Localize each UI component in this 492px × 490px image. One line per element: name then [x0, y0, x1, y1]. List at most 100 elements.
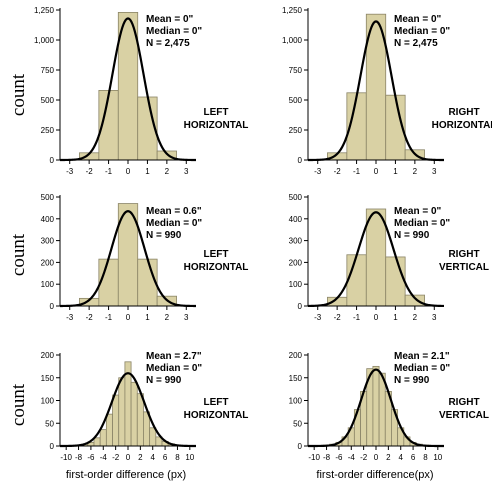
stats-line-3: N = 990: [146, 375, 182, 386]
y-tick-label: 150: [41, 374, 55, 383]
panel-label-line-2: HORIZONTAL: [184, 262, 249, 273]
y-tick-label: 750: [289, 66, 303, 75]
y-tick-label: 300: [41, 237, 55, 246]
x-tick-label: 1: [393, 313, 398, 322]
x-tick-label: -8: [75, 453, 83, 462]
bar-1: [385, 256, 406, 307]
x-tick-label: 8: [423, 453, 428, 462]
bar--4: [99, 429, 107, 447]
x-tick-label: -3: [66, 167, 74, 176]
y-tick-label: 1,000: [282, 36, 303, 45]
x-tick-label: 2: [165, 167, 170, 176]
x-tick-label: 3: [432, 167, 437, 176]
bar-0: [365, 208, 387, 307]
stats-line-1: Mean = 2.1": [394, 351, 450, 362]
x-tick-label: 2: [386, 453, 391, 462]
x-tick-label: 6: [163, 453, 168, 462]
y-tick-label: 1,250: [34, 6, 55, 15]
panel-2: 0 250 500 750 1,000 1,250 -3 -2 -1 0 1 2 3 Mean = 0"M…: [282, 6, 492, 176]
row-3-count-label: count: [8, 383, 29, 426]
y-tick-label: 250: [41, 126, 55, 135]
stats-line-2: Median = 0": [394, 26, 450, 37]
x-tick-label: -10: [60, 453, 72, 462]
y-tick-label: 500: [289, 96, 303, 105]
y-tick-label: 750: [41, 66, 55, 75]
x-tick-label: 10: [433, 453, 442, 462]
panel-4: 0 100 200 300 400 500 -3 -2 -1 0 1 2 3 Mean = 0"Media…: [289, 193, 489, 322]
x-tick-label: -2: [334, 167, 342, 176]
bar-1: [137, 258, 158, 307]
panel-label-line-1: LEFT: [204, 249, 229, 260]
y-tick-label: 1,000: [34, 36, 55, 45]
normal-fit-curve: [307, 211, 445, 308]
x-tick-label: -3: [314, 313, 322, 322]
x-tick-label: -1: [353, 313, 361, 322]
x-tick-label: 2: [413, 313, 418, 322]
bar--1: [98, 258, 119, 307]
x-tick-label: 1: [145, 313, 150, 322]
x-tick-label: -1: [105, 167, 113, 176]
panel-label-line-2: VERTICAL: [439, 410, 489, 421]
x-tick-label: 0: [126, 313, 131, 322]
panel-label-line-2: HORIZONTAL: [184, 120, 249, 131]
x-tick-label: -2: [112, 453, 120, 462]
x-tick-label: -3: [66, 313, 74, 322]
y-tick-label: 100: [41, 280, 55, 289]
x-tick-label: 4: [399, 453, 404, 462]
y-tick-label: 200: [41, 258, 55, 267]
y-tick-label: 100: [41, 397, 55, 406]
x-tick-label: 6: [411, 453, 416, 462]
bar--2: [112, 394, 120, 447]
y-tick-label: 1,250: [282, 6, 303, 15]
row-labels: count count count: [8, 73, 29, 426]
y-tick-label: 300: [289, 237, 303, 246]
stats-line-1: Mean = 0": [394, 206, 442, 217]
bar--5: [93, 437, 101, 447]
row-2-count-label: count: [8, 233, 29, 276]
y-tick-label: 0: [50, 302, 55, 311]
y-tick-label: 500: [289, 193, 303, 202]
panel-label-line-1: RIGHT: [448, 397, 479, 408]
x-tick-label: -8: [323, 453, 331, 462]
stats-line-2: Median = 0": [146, 26, 202, 37]
panel-3: 0 100 200 300 400 500 -3 -2 -1 0 1 2 3 Mean = 0.6"Med…: [41, 193, 249, 322]
x-tick-label: -4: [100, 453, 108, 462]
y-tick-label: 200: [289, 351, 303, 360]
bar--3: [105, 413, 113, 447]
y-tick-label: 0: [298, 442, 303, 451]
normal-fit-curve: [308, 20, 444, 162]
x-tick-label: -3: [314, 167, 322, 176]
x-tick-label: 0: [126, 167, 131, 176]
bar-2: [136, 393, 144, 447]
x-axis-label-right: first-order difference(px): [316, 469, 433, 481]
bar-0: [372, 365, 380, 447]
stats-line-3: N = 990: [146, 230, 182, 241]
x-tick-label: 8: [175, 453, 180, 462]
stats-line-1: Mean = 2.7": [146, 351, 202, 362]
panel-label-line-2: HORIZONTAL: [184, 410, 249, 421]
x-tick-label: 0: [374, 453, 379, 462]
y-tick-label: 150: [289, 374, 303, 383]
stats-line-1: Mean = 0.6": [146, 206, 202, 217]
stats-line-1: Mean = 0": [394, 14, 442, 25]
x-tick-label: -10: [308, 453, 320, 462]
panel-label-line-1: LEFT: [204, 107, 229, 118]
bar-1: [130, 381, 138, 447]
stats-line-1: Mean = 0": [146, 14, 194, 25]
stats-line-3: N = 2,475: [146, 38, 190, 49]
x-tick-label: -4: [348, 453, 356, 462]
panel-label-line-2: VERTICAL: [439, 262, 489, 273]
x-tick-label: -6: [87, 453, 95, 462]
row-1-count-label: count: [8, 73, 29, 116]
normal-fit-curve: [60, 17, 196, 162]
x-tick-label: 2: [413, 167, 418, 176]
y-tick-label: 50: [45, 419, 54, 428]
x-tick-label: 2: [165, 313, 170, 322]
bar--1: [118, 377, 126, 447]
y-tick-label: 0: [298, 302, 303, 311]
y-tick-label: 400: [41, 215, 55, 224]
y-tick-label: 200: [41, 351, 55, 360]
stats-line-3: N = 990: [394, 230, 430, 241]
